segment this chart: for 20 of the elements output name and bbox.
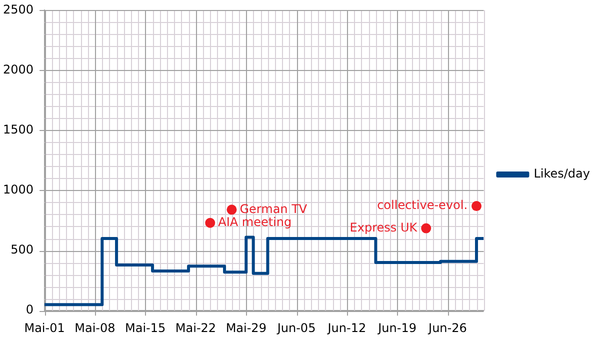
x-tick-label: Jun-12 (326, 320, 366, 335)
x-tick-label: Mai-08 (74, 320, 116, 335)
x-tick-label: Jun-19 (377, 320, 416, 335)
y-tick-label: 2000 (2, 62, 34, 76)
y-tick-label: 0 (26, 302, 34, 317)
legend-label: Likes/day (534, 166, 590, 181)
x-tick-label: Jun-26 (428, 320, 467, 335)
x-tick-label: Mai-29 (226, 320, 266, 335)
annotation: collective-evol. (377, 198, 468, 212)
x-tick-label: Mai-01 (24, 320, 65, 335)
x-tick-label: Jun-05 (276, 320, 316, 335)
annotation: Express UK (350, 220, 418, 234)
y-tick-label: 2500 (2, 2, 34, 16)
annotation: German TV (240, 202, 308, 216)
y-tick-label: 1500 (2, 122, 34, 136)
y-tick-label: 1000 (2, 182, 34, 197)
annotation: AIA meeting (218, 215, 292, 230)
x-tick-label: Mai-15 (125, 320, 166, 335)
x-tick-label: Mai-22 (175, 320, 216, 335)
y-tick-label: 500 (10, 242, 34, 257)
